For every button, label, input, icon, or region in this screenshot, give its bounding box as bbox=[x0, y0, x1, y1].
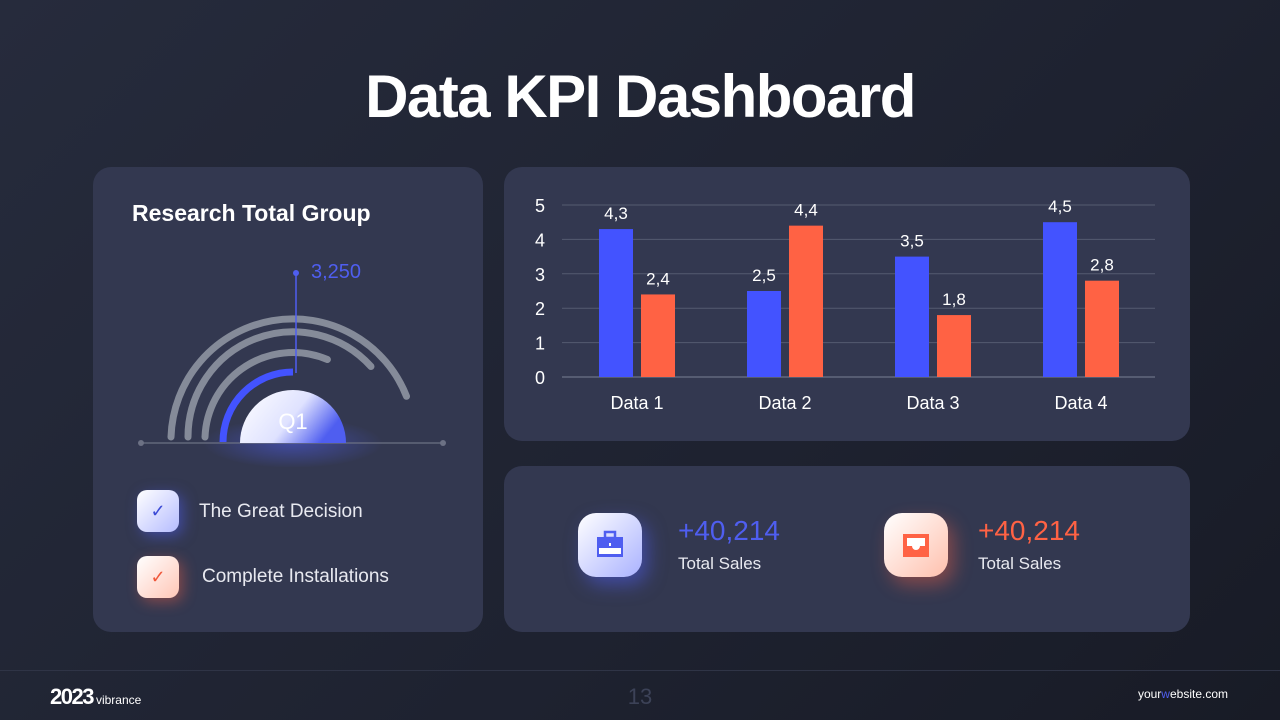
briefcase-icon bbox=[578, 513, 642, 577]
brand-logo: 2023 vibrance bbox=[50, 684, 142, 709]
kpi-panel: +40,214 Total Sales +40,214 Total Sales bbox=[504, 466, 1190, 632]
check-label: Complete Installations bbox=[202, 566, 389, 587]
data-label: 2,4 bbox=[646, 269, 670, 288]
kpi-label: Total Sales bbox=[678, 554, 762, 573]
bar bbox=[789, 225, 823, 377]
check-icon[interactable]: ✓ bbox=[137, 556, 179, 598]
y-tick-label: 1 bbox=[535, 334, 545, 354]
data-label: 2,8 bbox=[1090, 256, 1114, 275]
bar bbox=[641, 294, 675, 377]
data-label: 4,5 bbox=[1048, 197, 1072, 216]
panel-title: Research Total Group bbox=[132, 200, 371, 226]
kpi-value: +40,214 bbox=[678, 515, 780, 546]
bar-chart-panel: 0 1 2 3 4 5 4,3 2,4 Data 1 2,5 4,4 Data 2 3,5 1,8 Data… bbox=[504, 167, 1190, 441]
kpi-value: +40,214 bbox=[978, 515, 1080, 546]
bar bbox=[599, 229, 633, 377]
y-tick-label: 0 bbox=[535, 368, 545, 388]
radial-gauge: Q1 bbox=[138, 270, 446, 467]
bar bbox=[895, 256, 929, 377]
page-title: Data KPI Dashboard bbox=[365, 63, 916, 130]
check-icon[interactable]: ✓ bbox=[137, 490, 179, 532]
y-tick-label: 3 bbox=[535, 265, 545, 285]
gauge-value: 3,250 bbox=[311, 261, 362, 283]
x-tick-label: Data 3 bbox=[906, 393, 959, 413]
research-panel: Research Total Group Q1 3,250 ✓ The Grea… bbox=[93, 167, 483, 632]
data-label: 1,8 bbox=[942, 290, 966, 309]
y-tick-label: 2 bbox=[535, 299, 545, 319]
quarter-label: Q1 bbox=[278, 409, 307, 434]
x-tick-label: Data 2 bbox=[758, 393, 811, 413]
data-label: 4,3 bbox=[604, 204, 628, 223]
bar-chart: 0 1 2 3 4 5 4,3 2,4 Data 1 2,5 4,4 Data 2 3,5 1,8 Data… bbox=[535, 196, 1155, 413]
data-label: 4,4 bbox=[794, 201, 818, 220]
data-label: 3,5 bbox=[900, 232, 924, 251]
x-tick-label: Data 4 bbox=[1054, 393, 1107, 413]
bar bbox=[937, 315, 971, 377]
check-label: The Great Decision bbox=[199, 501, 363, 522]
x-tick-label: Data 1 bbox=[610, 393, 663, 413]
y-tick-label: 5 bbox=[535, 196, 545, 216]
bar bbox=[1085, 280, 1119, 377]
y-tick-label: 4 bbox=[535, 230, 545, 250]
kpi-label: Total Sales bbox=[978, 554, 1062, 573]
quarter-dome bbox=[240, 390, 346, 443]
data-label: 2,5 bbox=[752, 266, 776, 285]
page-number: 13 bbox=[627, 684, 653, 709]
bar bbox=[747, 291, 781, 377]
inbox-icon bbox=[884, 513, 948, 577]
website-link[interactable]: yourwebsite.com bbox=[1137, 687, 1228, 701]
footer-divider bbox=[0, 670, 1280, 671]
bar bbox=[1043, 222, 1077, 377]
